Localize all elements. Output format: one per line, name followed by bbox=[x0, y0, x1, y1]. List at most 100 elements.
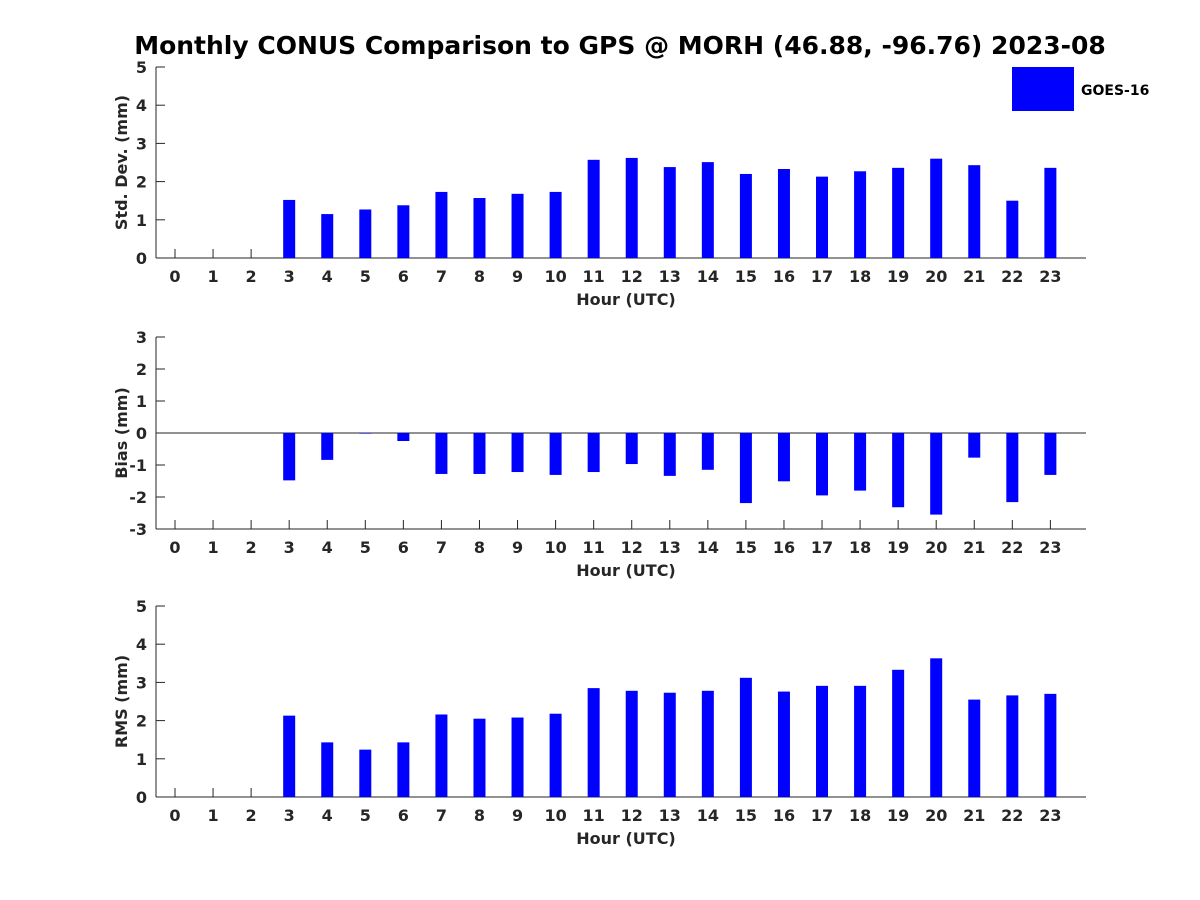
bar-hour-18 bbox=[854, 685, 867, 797]
x-axis-title: Hour (UTC) bbox=[576, 561, 676, 580]
bar-hour-16 bbox=[777, 433, 790, 482]
bar-hour-7 bbox=[435, 714, 448, 797]
x-tick-label: 19 bbox=[887, 538, 909, 557]
bar-hour-15 bbox=[739, 677, 752, 797]
bar-hour-9 bbox=[511, 717, 524, 797]
x-tick-label: 11 bbox=[583, 806, 605, 825]
x-tick-label: 12 bbox=[621, 538, 643, 557]
bar-hour-17 bbox=[816, 176, 829, 258]
x-tick-label: 16 bbox=[773, 538, 795, 557]
x-tick-label: 9 bbox=[512, 538, 523, 557]
bar-hour-11 bbox=[587, 433, 600, 473]
y-tick-label: -1 bbox=[129, 456, 147, 475]
x-tick-label: 18 bbox=[849, 538, 871, 557]
x-tick-label: 16 bbox=[773, 267, 795, 286]
x-tick-label: 5 bbox=[360, 806, 371, 825]
bar-hour-14 bbox=[701, 433, 714, 470]
bar-hour-22 bbox=[1006, 433, 1019, 503]
y-tick-label: 5 bbox=[136, 597, 147, 616]
y-tick-label: 5 bbox=[136, 58, 147, 77]
x-tick-label: 5 bbox=[360, 538, 371, 557]
bar-hour-18 bbox=[854, 433, 867, 491]
x-tick-label: 20 bbox=[925, 267, 947, 286]
x-tick-label: 9 bbox=[512, 267, 523, 286]
x-tick-label: 0 bbox=[169, 267, 180, 286]
y-tick-label: 4 bbox=[136, 96, 147, 115]
x-tick-label: 3 bbox=[284, 538, 295, 557]
bar-hour-20 bbox=[930, 158, 943, 258]
x-tick-label: 21 bbox=[963, 538, 985, 557]
x-axis-title: Hour (UTC) bbox=[576, 829, 676, 848]
x-tick-label: 8 bbox=[474, 806, 485, 825]
x-tick-label: 19 bbox=[887, 806, 909, 825]
x-tick-label: 7 bbox=[436, 267, 447, 286]
x-tick-label: 15 bbox=[735, 806, 757, 825]
y-tick-label: 1 bbox=[136, 750, 147, 769]
x-tick-label: 18 bbox=[849, 806, 871, 825]
bar-hour-8 bbox=[473, 198, 486, 258]
bar-hour-3 bbox=[283, 715, 296, 797]
x-tick-label: 17 bbox=[811, 538, 833, 557]
x-tick-label: 15 bbox=[735, 538, 757, 557]
bar-hour-18 bbox=[854, 171, 867, 258]
x-tick-label: 12 bbox=[621, 806, 643, 825]
x-tick-label: 12 bbox=[621, 267, 643, 286]
x-tick-label: 6 bbox=[398, 806, 409, 825]
x-axis-title: Hour (UTC) bbox=[576, 290, 676, 309]
x-tick-label: 13 bbox=[659, 267, 681, 286]
x-tick-label: 14 bbox=[697, 267, 719, 286]
y-tick-label: -3 bbox=[129, 520, 147, 539]
y-tick-label: 1 bbox=[136, 392, 147, 411]
x-tick-label: 13 bbox=[659, 538, 681, 557]
bar-hour-22 bbox=[1006, 695, 1019, 797]
x-tick-label: 9 bbox=[512, 806, 523, 825]
legend-swatch bbox=[1012, 67, 1074, 111]
bar-hour-6 bbox=[397, 433, 410, 441]
y-axis-title: Std. Dev. (mm) bbox=[112, 95, 131, 230]
y-tick-label: 2 bbox=[136, 360, 147, 379]
x-tick-label: 8 bbox=[474, 267, 485, 286]
y-tick-label: 3 bbox=[136, 673, 147, 692]
x-tick-label: 17 bbox=[811, 806, 833, 825]
bar-hour-9 bbox=[511, 193, 524, 258]
bar-hour-11 bbox=[587, 688, 600, 797]
x-tick-label: 2 bbox=[246, 538, 257, 557]
bar-hour-22 bbox=[1006, 200, 1019, 258]
legend-label: GOES-16 bbox=[1081, 83, 1149, 99]
bar-hour-12 bbox=[625, 690, 638, 797]
y-tick-label: 1 bbox=[136, 211, 147, 230]
x-tick-label: 1 bbox=[207, 267, 218, 286]
x-tick-label: 22 bbox=[1001, 806, 1023, 825]
x-tick-label: 0 bbox=[169, 806, 180, 825]
bar-hour-14 bbox=[701, 162, 714, 258]
bar-hour-3 bbox=[283, 199, 296, 258]
x-tick-label: 1 bbox=[207, 806, 218, 825]
bar-hour-13 bbox=[663, 692, 676, 797]
bar-hour-5 bbox=[359, 749, 372, 797]
x-tick-label: 20 bbox=[925, 806, 947, 825]
bar-hour-20 bbox=[930, 658, 943, 797]
bar-hour-4 bbox=[321, 214, 334, 258]
x-tick-label: 22 bbox=[1001, 267, 1023, 286]
y-tick-label: 2 bbox=[136, 712, 147, 731]
bar-hour-20 bbox=[930, 433, 943, 515]
bar-hour-19 bbox=[892, 167, 905, 258]
bar-hour-5 bbox=[359, 433, 372, 434]
x-tick-label: 5 bbox=[360, 267, 371, 286]
x-tick-label: 23 bbox=[1039, 267, 1061, 286]
bar-hour-8 bbox=[473, 718, 486, 797]
x-tick-label: 4 bbox=[322, 806, 333, 825]
bar-hour-23 bbox=[1044, 693, 1057, 797]
x-tick-label: 10 bbox=[544, 806, 566, 825]
bar-hour-19 bbox=[892, 669, 905, 797]
bar-hour-10 bbox=[549, 191, 562, 258]
x-tick-label: 4 bbox=[322, 267, 333, 286]
x-tick-label: 15 bbox=[735, 267, 757, 286]
bar-hour-19 bbox=[892, 433, 905, 508]
x-tick-label: 4 bbox=[322, 538, 333, 557]
x-tick-label: 7 bbox=[436, 806, 447, 825]
